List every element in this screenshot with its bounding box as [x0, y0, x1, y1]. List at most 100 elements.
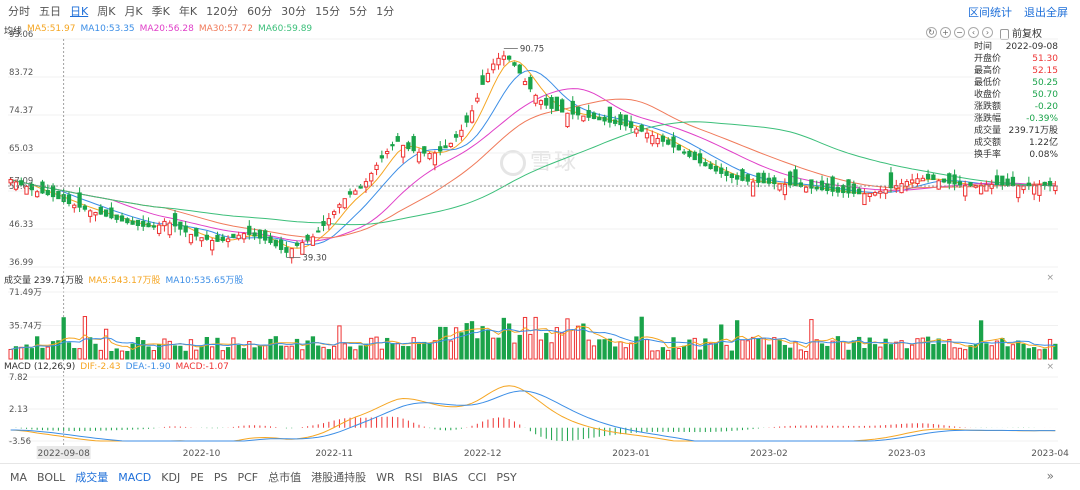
volume-bar	[522, 316, 528, 360]
indicator-tab-2[interactable]: 成交量	[75, 471, 109, 484]
indicator-tab-0[interactable]: MA	[10, 470, 28, 484]
exit-fullscreen-link[interactable]: 退出全屏	[1024, 6, 1068, 19]
range-stats-link[interactable]: 区间统计	[968, 6, 1012, 19]
period-tab-1[interactable]: 五日	[39, 5, 61, 18]
indicator-tab-13[interactable]: CCI	[467, 470, 487, 484]
candle-body	[607, 106, 613, 123]
candle-body	[19, 180, 24, 186]
zoom-out-icon[interactable]: −	[954, 27, 965, 38]
volume-bar	[957, 347, 963, 360]
period-tab-4[interactable]: 月K	[124, 5, 143, 18]
period-tab-3[interactable]: 周K	[97, 5, 116, 18]
candle-body	[517, 64, 522, 74]
volume-bar	[1037, 349, 1042, 360]
indicator-tab-3[interactable]: MACD	[118, 470, 152, 484]
volume-bar	[294, 338, 300, 360]
period-tab-0[interactable]: 分时	[8, 5, 30, 18]
volume-bar	[904, 348, 910, 360]
volume-bar	[130, 343, 135, 360]
volume-bar	[676, 347, 681, 360]
info-row: 成交额 1.22亿	[974, 137, 1058, 149]
candle-body	[644, 132, 650, 139]
volume-bar	[406, 346, 411, 360]
period-tab-6[interactable]: 年K	[178, 5, 198, 18]
period-tab-10[interactable]: 15分	[315, 5, 341, 18]
indicator-tab-7[interactable]: PCF	[237, 470, 259, 484]
period-tab-5[interactable]: 季K	[151, 5, 170, 18]
volume-bar	[273, 336, 278, 360]
candle-body	[231, 233, 236, 238]
zoom-in-icon[interactable]: +	[940, 27, 951, 38]
period-tab-11[interactable]: 5分	[349, 5, 368, 18]
indicator-tab-6[interactable]: PS	[213, 470, 228, 484]
candle-body	[125, 218, 130, 224]
volume-bar	[369, 337, 374, 360]
volume-bar	[756, 338, 761, 360]
candle-body	[220, 236, 225, 242]
period-tab-7[interactable]: 120分	[206, 5, 239, 18]
volume-bar	[560, 332, 565, 360]
candle-body	[130, 220, 135, 225]
more-indicators-icon[interactable]: »	[1046, 469, 1054, 483]
candle-body	[316, 230, 321, 233]
volume-bar	[172, 345, 178, 360]
volume-bar	[841, 341, 846, 360]
candle-body	[1047, 181, 1053, 187]
info-value: 0.08%	[1029, 150, 1058, 160]
prev-icon[interactable]: ‹	[968, 27, 979, 38]
indicator-tab-14[interactable]: PSY	[496, 470, 517, 484]
indicator-tab-5[interactable]: PE	[190, 470, 204, 484]
ma-legend: 均线 MA5:51.97 MA10:53.35 MA20:56.28 MA30:57.…	[4, 24, 312, 37]
volume-bar	[984, 343, 989, 360]
candle-body	[305, 234, 310, 241]
indicator-tab-9[interactable]: 港股通持股	[311, 471, 367, 484]
period-tab-12[interactable]: 1分	[376, 5, 395, 18]
macd-legend-item: MACD:-1.07	[175, 362, 229, 372]
info-row: 涨跌幅 -0.39%	[974, 113, 1058, 125]
volume-bar	[374, 336, 379, 360]
volume-bar	[989, 345, 994, 360]
volume-bar	[862, 348, 867, 360]
ma-legend-prefix: 均线	[4, 27, 23, 37]
indicator-tab-8[interactable]: 总市值	[268, 471, 302, 484]
macd-legend-prefix: MACD (12,26,9)	[4, 362, 76, 372]
volume-bar	[162, 338, 167, 360]
refresh-icon[interactable]: ↻	[926, 27, 937, 38]
volume-bar	[745, 340, 750, 360]
stock-chart[interactable]: 93.0683.7274.3765.0357.0955.6946.3336.99…	[0, 0, 1080, 463]
period-tab-9[interactable]: 30分	[281, 5, 307, 18]
volume-bar	[835, 336, 841, 360]
volume-bar	[724, 344, 729, 360]
indicator-tab-12[interactable]: BIAS	[432, 470, 458, 484]
candle-body	[862, 193, 867, 206]
date-axis-label: 2022-10	[183, 449, 221, 459]
close-volume-icon[interactable]: ×	[1046, 273, 1054, 283]
indicator-tab-1[interactable]: BOLL	[37, 470, 66, 484]
period-tab-8[interactable]: 60分	[247, 5, 273, 18]
volume-bar	[538, 339, 544, 360]
next-icon[interactable]: ›	[982, 27, 993, 38]
close-macd-icon[interactable]: ×	[1046, 362, 1054, 372]
period-tab-2[interactable]: 日K	[70, 5, 89, 18]
indicator-tab-10[interactable]: WR	[376, 470, 395, 484]
info-row: 最高价 52.15	[974, 65, 1058, 77]
volume-bar	[231, 337, 236, 360]
candle-body	[719, 167, 724, 174]
candle-body	[586, 110, 591, 118]
volume-bar	[803, 350, 809, 360]
candle-body	[300, 242, 305, 255]
candle-body	[326, 218, 331, 226]
candle-body	[809, 179, 814, 189]
volume-bar	[533, 316, 538, 360]
candle-body	[422, 146, 427, 154]
volume-bar	[278, 345, 284, 360]
candle-body	[947, 173, 952, 184]
candle-body	[506, 55, 512, 60]
indicator-tab-4[interactable]: KDJ	[161, 470, 181, 484]
volume-bar	[1005, 346, 1010, 360]
indicator-tab-11[interactable]: RSI	[404, 470, 423, 484]
volume-bar	[215, 337, 220, 360]
volume-bar	[856, 336, 862, 360]
candle-body	[448, 142, 453, 148]
candle-body	[538, 100, 544, 105]
